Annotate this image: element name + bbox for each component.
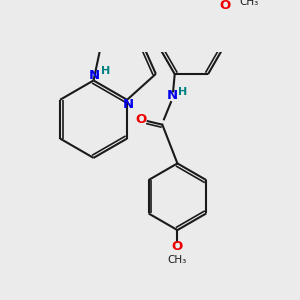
Text: O: O	[135, 113, 146, 126]
Text: CH₃: CH₃	[239, 0, 259, 8]
Text: H: H	[101, 66, 110, 76]
Text: O: O	[172, 240, 183, 253]
Text: CH₃: CH₃	[168, 255, 187, 265]
Text: N: N	[123, 98, 134, 111]
Text: O: O	[220, 0, 231, 12]
Text: N: N	[88, 69, 100, 82]
Text: H: H	[178, 87, 188, 97]
Text: N: N	[167, 89, 178, 102]
